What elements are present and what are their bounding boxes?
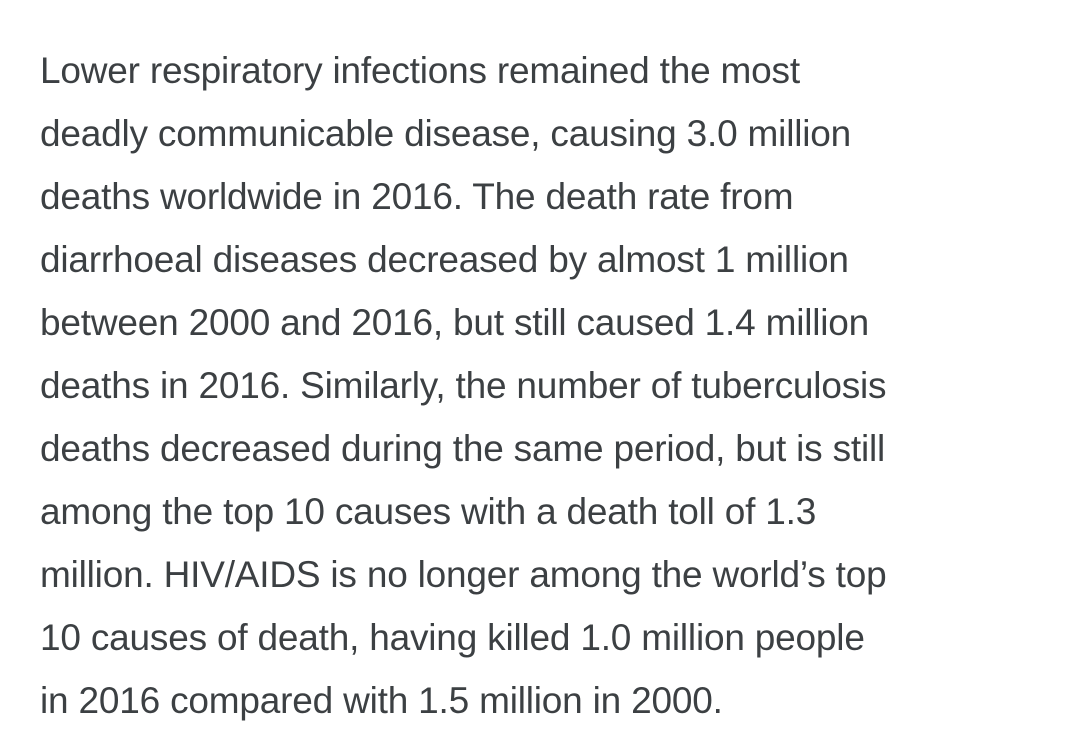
- text-line: diarrhoeal diseases decreased by almost …: [40, 239, 849, 280]
- text-line: Lower respiratory infections remained th…: [40, 50, 800, 91]
- text-line: deaths in 2016. Similarly, the number of…: [40, 365, 887, 406]
- text-line: deaths decreased during the same period,…: [40, 428, 886, 469]
- text-line: among the top 10 causes with a death tol…: [40, 491, 817, 532]
- text-line: deaths worldwide in 2016. The death rate…: [40, 176, 794, 217]
- text-line: deadly communicable disease, causing 3.0…: [40, 113, 852, 154]
- text-line: million. HIV/AIDS is no longer among the…: [40, 554, 887, 595]
- text-line: in 2016 compared with 1.5 million in 200…: [40, 680, 723, 721]
- text-line: between 2000 and 2016, but still caused …: [40, 302, 870, 343]
- text-line: 10 causes of death, having killed 1.0 mi…: [40, 617, 865, 658]
